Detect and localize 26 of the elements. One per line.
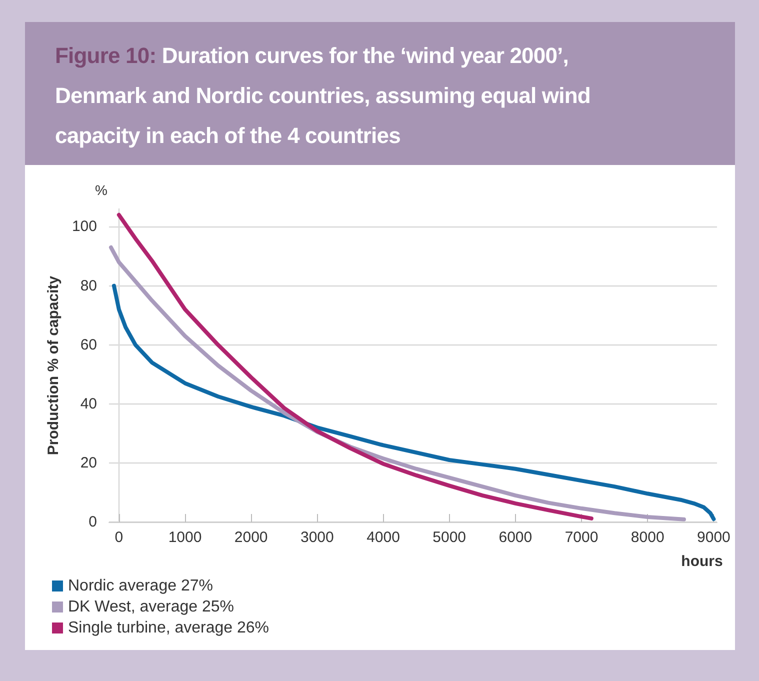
x-tick-label: 5000 [432,529,466,546]
x-tick-label: 3000 [300,529,334,546]
x-tick-label: 7000 [564,529,598,546]
x-tick-label: 9000 [697,529,730,546]
legend-label: Nordic average 27% [68,578,213,594]
y-tick-label: 60 [80,336,97,354]
x-tick-label: 4000 [366,529,400,546]
x-tick-label: 6000 [498,529,532,546]
legend-label: Single turbine, average 26% [68,620,270,636]
x-tick-label: 2000 [234,529,268,546]
x-tick-label: 0 [114,529,124,546]
line-series [108,245,686,522]
text: % [95,182,108,198]
line-series [116,212,594,520]
y-tick-label: 40 [80,395,97,412]
y-tick-label: 100 [72,218,97,236]
chart-title: Figure 10: Duration curves for the ‘wind year 2000’, Denmark and Nordic countries, assuming equal wind capacity in each of the 4 countries [55,42,592,150]
x-tick-label: 1000 [168,529,202,546]
x-axis-title: hours [681,553,723,570]
y-tick-label: 80 [80,277,97,294]
y-tick-label: 0 [88,514,97,530]
x-tick-label: 8000 [630,529,664,546]
legend-label: DK West, average 25% [68,598,234,616]
y-axis-title: Production % of capacity [45,275,62,456]
line-series [112,284,716,522]
y-tick-label: 20 [80,454,97,472]
